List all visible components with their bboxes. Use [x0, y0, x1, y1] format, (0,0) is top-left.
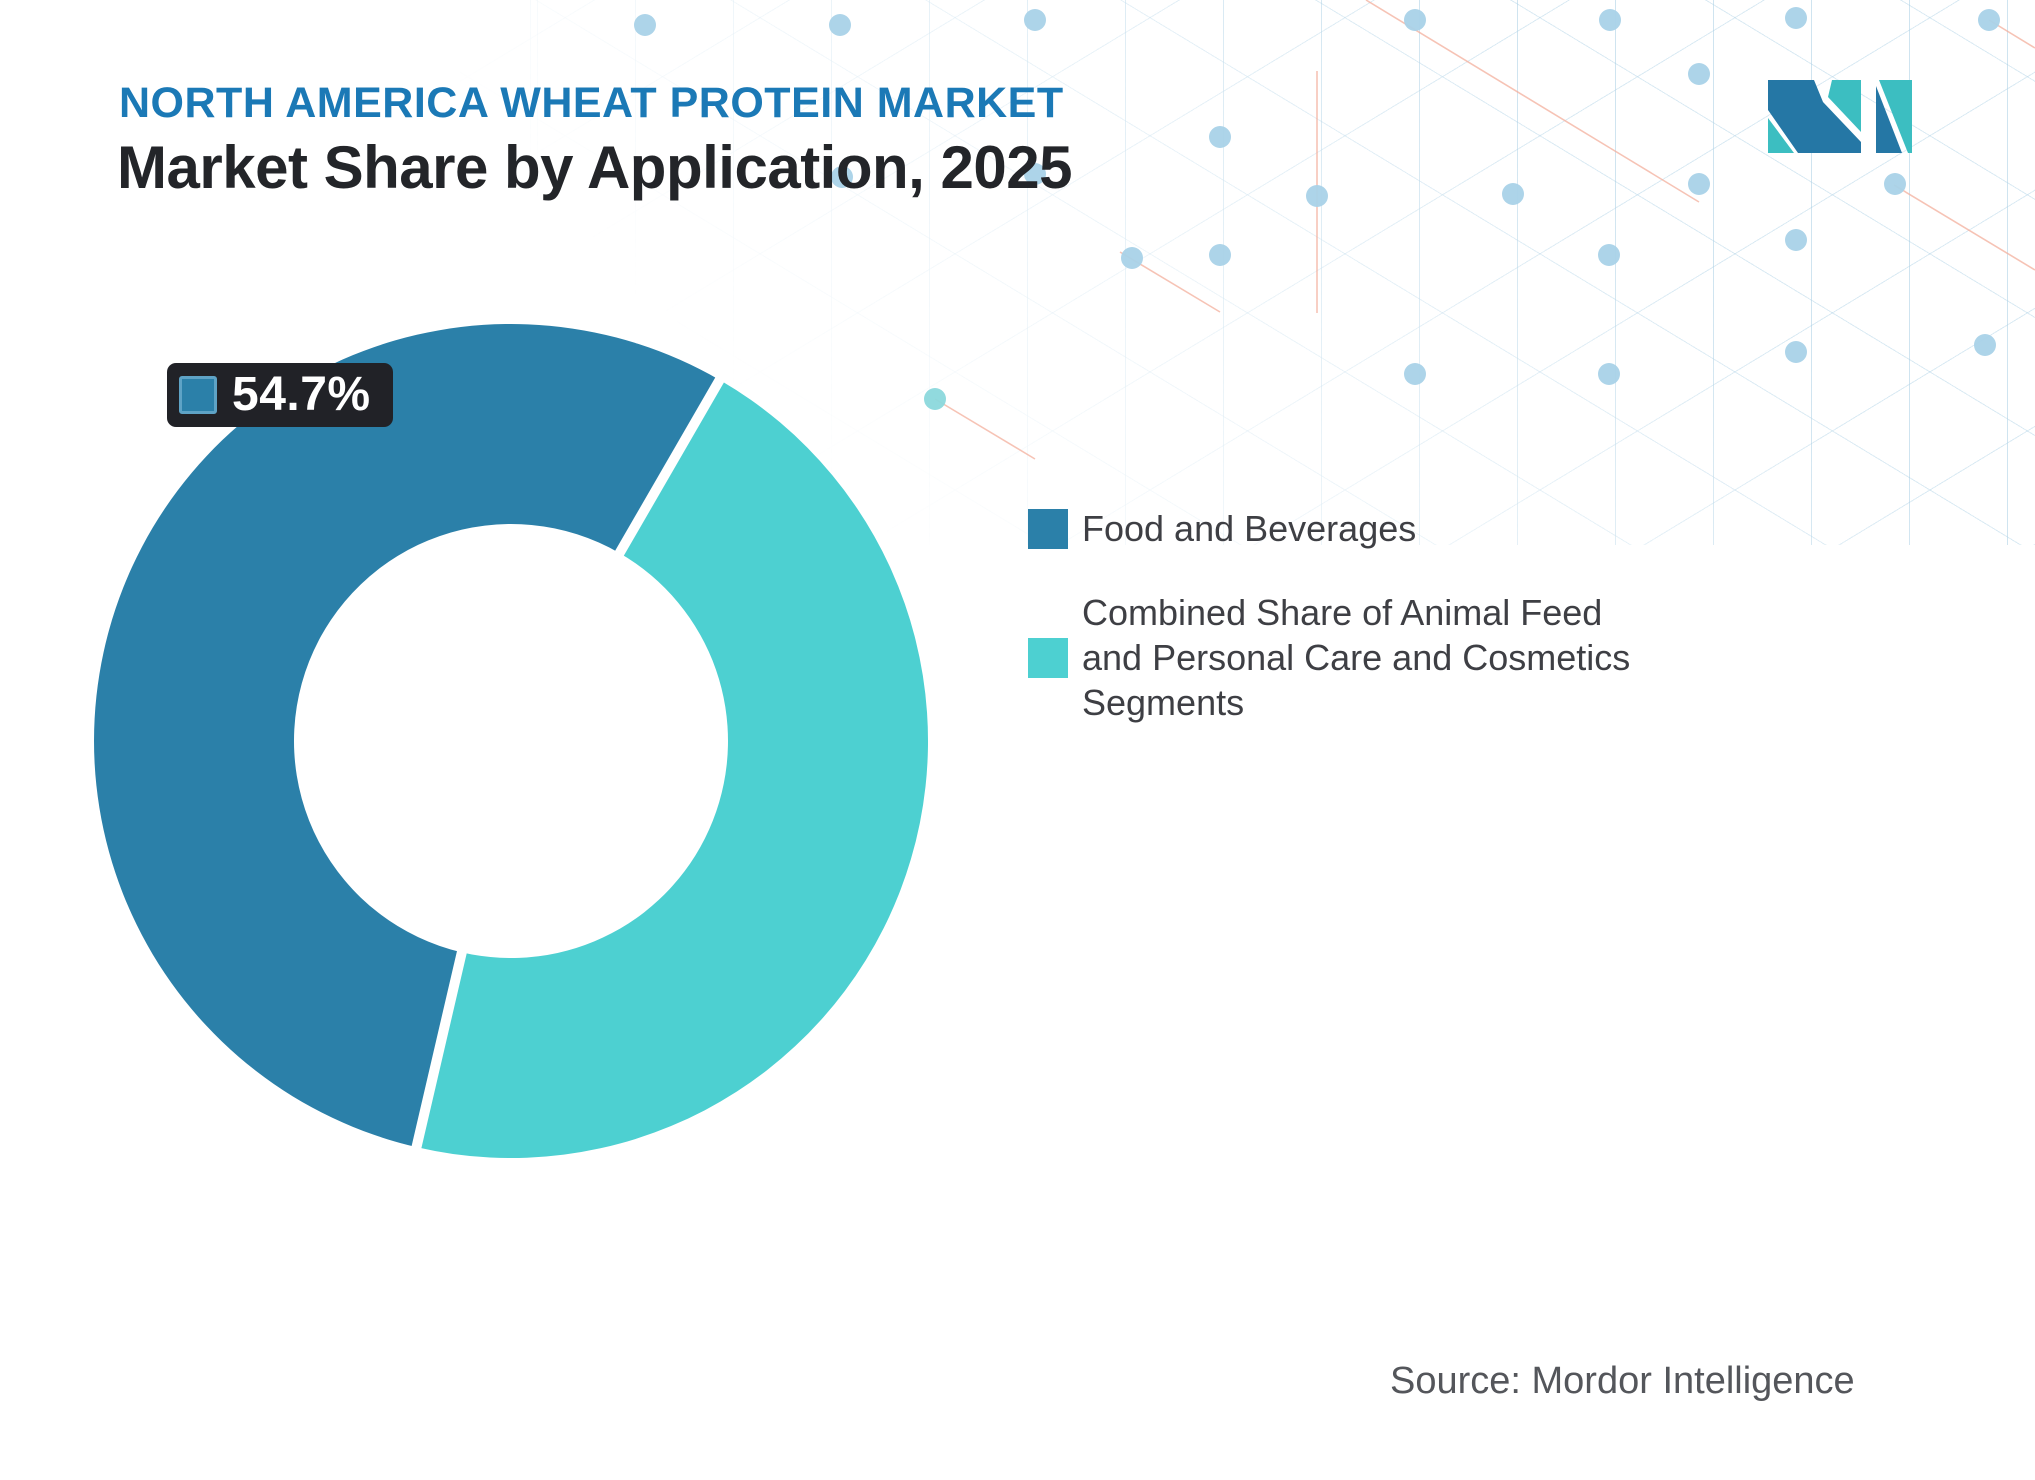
logo-m-right-block	[1876, 80, 1912, 153]
chart-title: Market Share by Application, 2025	[117, 134, 1072, 201]
legend-swatch-combined-share	[1028, 637, 1068, 678]
legend-swatch-food-and-beverages	[1028, 508, 1068, 549]
callout-value: 54.7%	[232, 368, 371, 421]
legend-item-combined-share: Combined Share of Animal Feed and Person…	[1028, 590, 1630, 725]
data-label-callout: 54.7%	[167, 363, 393, 427]
segment-gap	[410, 945, 469, 1155]
donut-chart-svg	[94, 324, 929, 1159]
donut-chart	[81, 311, 941, 1171]
legend-label: Combined Share of Animal Feed and Person…	[1082, 592, 1631, 723]
callout-swatch	[179, 376, 217, 414]
segment-gap	[612, 372, 727, 561]
report-title: NORTH AMERICA WHEAT PROTEIN MARKET	[119, 79, 1064, 127]
legend-label: Food and Beverages	[1082, 508, 1417, 549]
logo-m-left-block	[1768, 80, 1861, 153]
mordor-intelligence-logo-icon	[1768, 80, 1912, 153]
source-attribution: Source: Mordor Intelligence	[1390, 1360, 1855, 1402]
donut-segment-1	[416, 379, 929, 1159]
legend-item-food-and-beverages: Food and Beverages	[1028, 506, 1630, 551]
donut-segment-0	[94, 324, 720, 1148]
chart-legend: Food and Beverages Combined Share of Ani…	[1028, 506, 1630, 725]
